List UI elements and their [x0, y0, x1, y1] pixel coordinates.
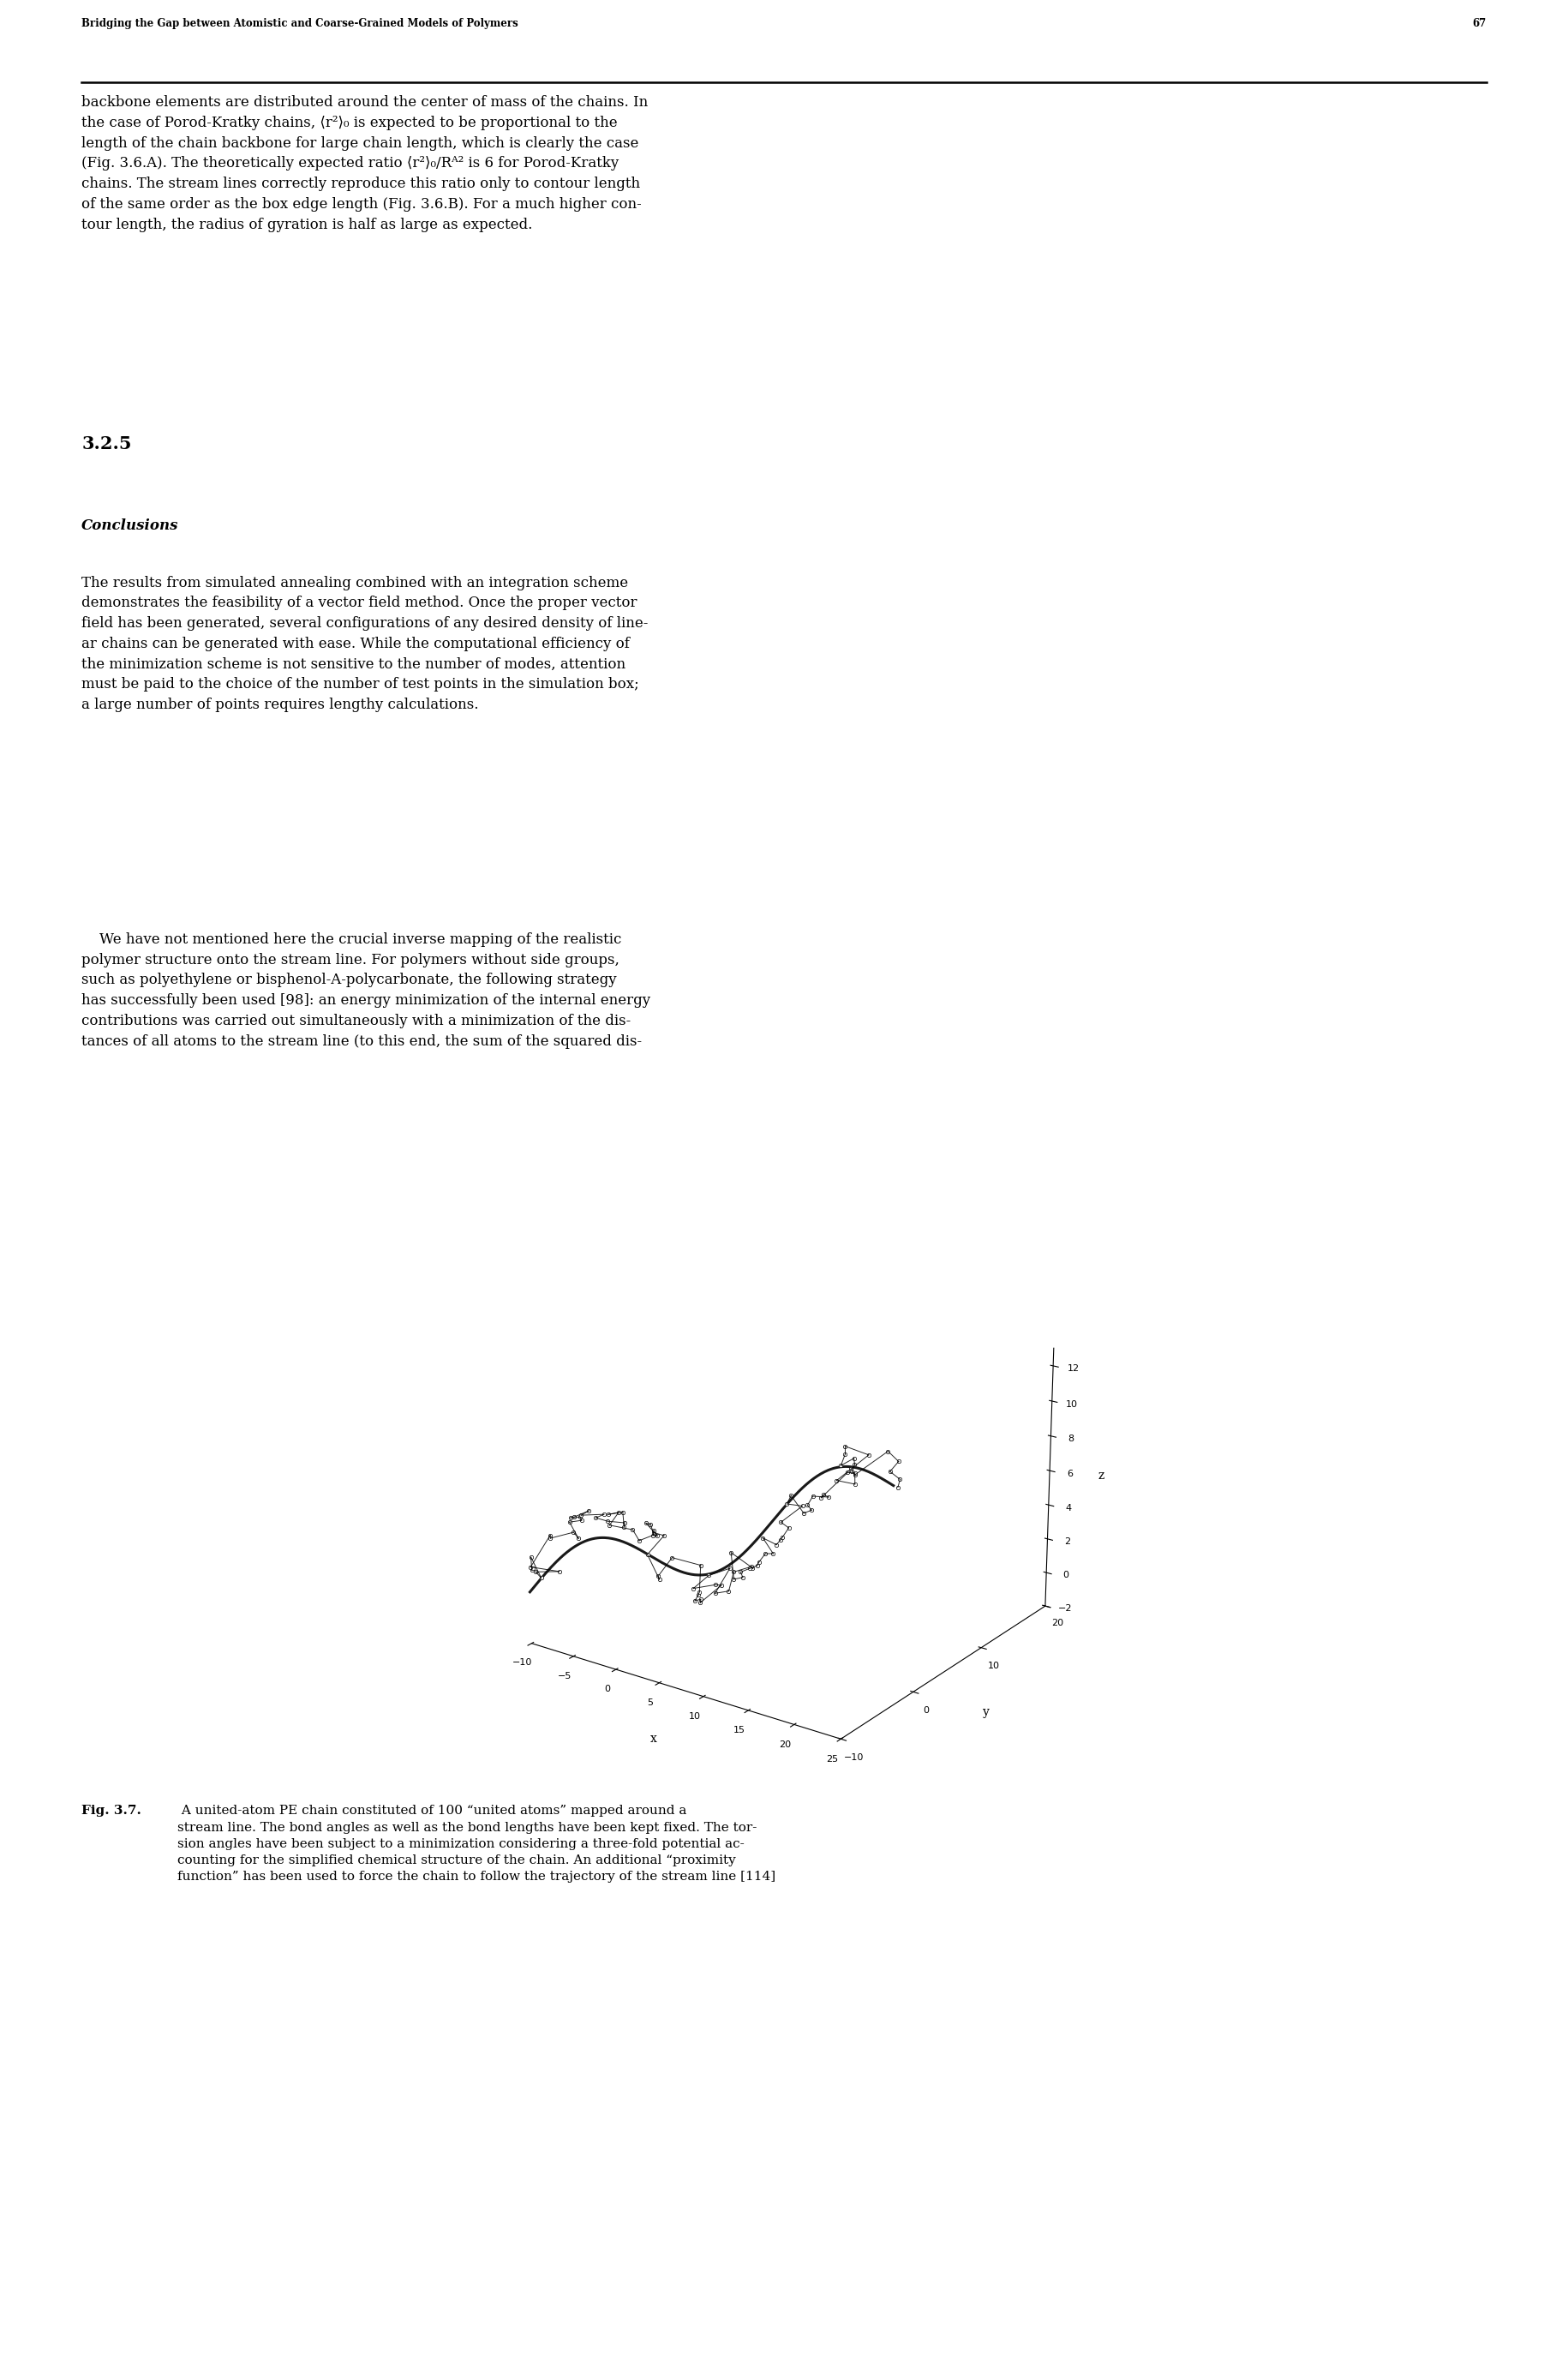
- Text: backbone elements are distributed around the center of mass of the chains. In
th: backbone elements are distributed around…: [82, 95, 648, 231]
- Text: 67: 67: [1472, 17, 1486, 29]
- Text: Conclusions: Conclusions: [82, 518, 179, 533]
- Text: 3.2.5: 3.2.5: [82, 435, 132, 452]
- Text: Fig. 3.7.: Fig. 3.7.: [82, 1805, 141, 1817]
- Text: The results from simulated annealing combined with an integration scheme
demonst: The results from simulated annealing com…: [82, 575, 648, 711]
- Text: Bridging the Gap between Atomistic and Coarse-Grained Models of Polymers: Bridging the Gap between Atomistic and C…: [82, 17, 519, 29]
- Y-axis label: y: y: [983, 1707, 989, 1719]
- Text: We have not mentioned here the crucial inverse mapping of the realistic
polymer : We have not mentioned here the crucial i…: [82, 932, 651, 1049]
- X-axis label: x: x: [651, 1731, 657, 1745]
- Text: A united-atom PE chain constituted of 100 “united atoms” mapped around a
stream : A united-atom PE chain constituted of 10…: [177, 1805, 775, 1883]
